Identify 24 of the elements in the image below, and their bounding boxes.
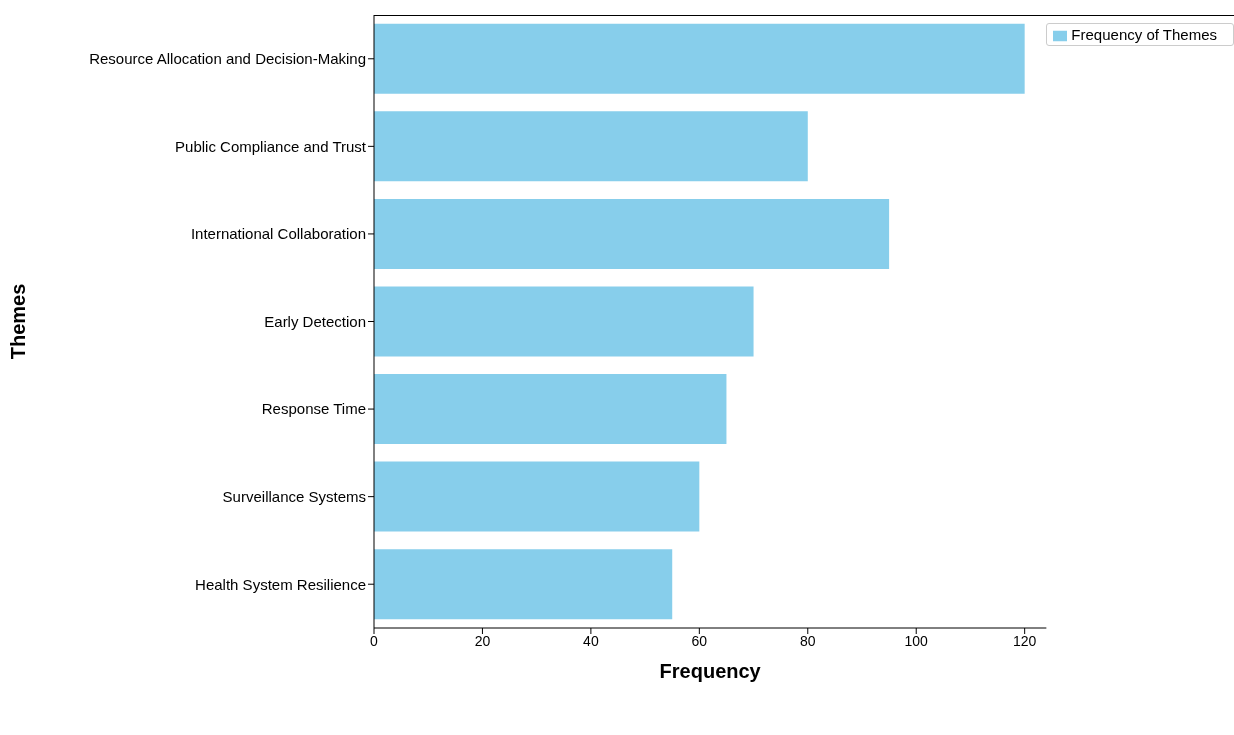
- bar: [374, 198, 890, 269]
- bar: [374, 461, 700, 532]
- x-tick-label: 20: [474, 632, 491, 649]
- bar: [374, 286, 754, 357]
- x-tick-label: 120: [1012, 632, 1037, 649]
- bar: [374, 111, 808, 182]
- legend-label: Frequency of Themes: [1071, 26, 1217, 43]
- bar: [374, 374, 727, 445]
- x-tick-label: 80: [799, 632, 816, 649]
- y-tick-label: Public Compliance and Trust: [175, 137, 367, 155]
- bar: [374, 23, 1025, 94]
- y-tick-label: Early Detection: [264, 312, 366, 330]
- y-tick-label: Resource Allocation and Decision-Making: [89, 50, 366, 68]
- y-tick-label: Response Time: [261, 400, 366, 418]
- x-tick-label: 40: [583, 632, 599, 649]
- x-tick-label: 60: [691, 632, 708, 649]
- y-axis-title: Themes: [7, 283, 30, 360]
- bar: [374, 549, 673, 620]
- x-axis-title: Frequency: [659, 660, 762, 682]
- y-tick-label: International Collaboration: [190, 225, 366, 243]
- y-tick-label: Surveillance Systems: [222, 487, 366, 505]
- x-tick-label: 100: [904, 632, 929, 649]
- y-tick-label: Health System Resilience: [195, 575, 366, 593]
- x-tick-label: 0: [370, 632, 379, 649]
